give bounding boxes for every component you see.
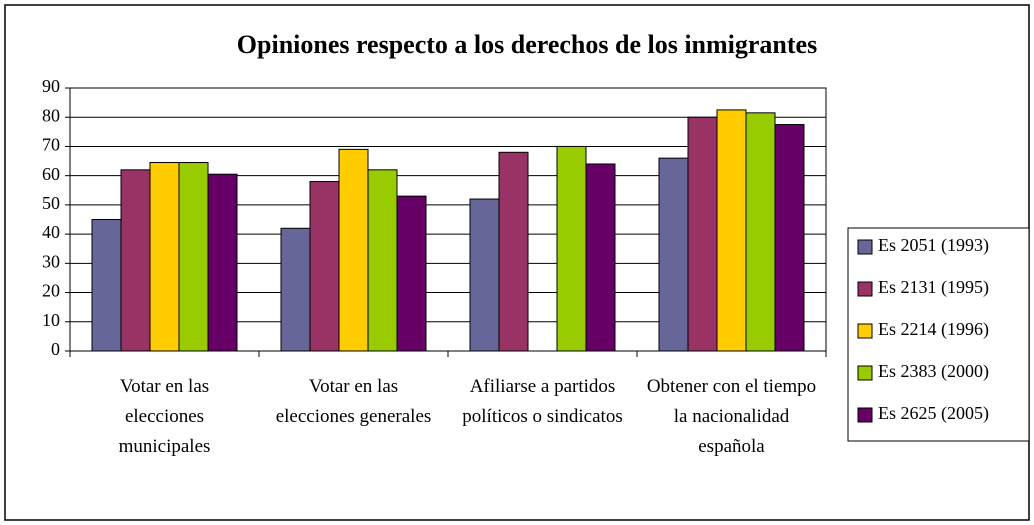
- chart-title: Opiniones respecto a los derechos de los…: [237, 30, 817, 59]
- legend-swatch: [857, 365, 873, 381]
- bar: [498, 151, 529, 352]
- legend-label: Es 2214 (1996): [878, 319, 989, 340]
- bar: [658, 157, 689, 352]
- legend-box: [847, 227, 1030, 442]
- y-tick-label: 40: [42, 222, 60, 242]
- legend-label: Es 2383 (2000): [878, 361, 989, 382]
- bar: [774, 124, 805, 352]
- legend-swatch: [857, 407, 873, 423]
- bar: [745, 112, 776, 352]
- legend-label: Es 2051 (1993): [878, 235, 989, 256]
- x-tick-label: Afiliarse a partidos políticos o sindica…: [462, 376, 623, 427]
- bar: [91, 219, 122, 352]
- y-tick-label: 60: [42, 164, 60, 184]
- bar: [556, 145, 587, 352]
- legend-swatch: [857, 323, 873, 339]
- bar: [120, 169, 151, 352]
- legend-label: Es 2625 (2005): [878, 403, 989, 424]
- bar: [687, 116, 718, 352]
- bar: [338, 148, 369, 352]
- x-tick-label: Obtener con el tiempo la nacionalidad es…: [646, 376, 817, 457]
- y-tick-label: 30: [42, 251, 60, 271]
- y-tick-label: 0: [51, 339, 60, 359]
- legend-swatch: [857, 239, 873, 255]
- y-tick-label: 90: [42, 76, 60, 96]
- bar: [207, 173, 238, 352]
- legend-label: Es 2131 (1995): [878, 277, 989, 298]
- bar: [367, 169, 398, 352]
- bar: [585, 163, 616, 352]
- y-tick-label: 10: [42, 310, 60, 330]
- x-tick-label: Votar en las elecciones municipales: [118, 376, 211, 457]
- y-tick-label: 70: [42, 135, 60, 155]
- bar: [469, 198, 500, 352]
- y-tick-label: 80: [42, 105, 60, 125]
- bar: [280, 227, 311, 352]
- bar: [149, 162, 180, 352]
- x-tick-label: Votar en las elecciones generales: [275, 376, 432, 427]
- bar: [396, 195, 427, 352]
- bar: [716, 109, 747, 352]
- y-tick-label: 20: [42, 281, 60, 301]
- legend-swatch: [857, 281, 873, 297]
- bar: [178, 162, 209, 352]
- y-tick-label: 50: [42, 193, 60, 213]
- bar: [309, 181, 340, 352]
